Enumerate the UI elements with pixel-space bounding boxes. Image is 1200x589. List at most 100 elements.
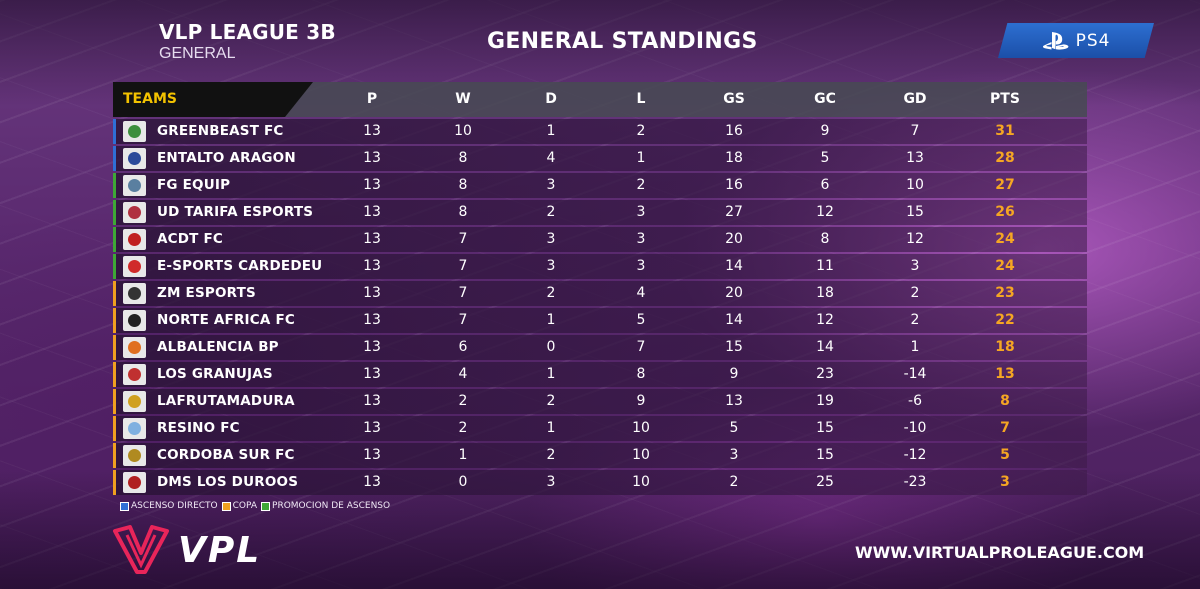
points-cell: 24: [995, 231, 1015, 247]
league-title: VLP LEAGUE 3B: [159, 20, 336, 44]
zone-indicator: [113, 389, 116, 414]
team-crest-icon: [123, 391, 146, 412]
table-row: ALBALENCIA BP 13 6 0 7 15 14 1 18: [113, 335, 1087, 360]
goals-conceded-cell: 19: [816, 393, 834, 409]
goals-conceded-cell: 18: [816, 285, 834, 301]
zone-indicator: [113, 308, 116, 333]
legend-swatch: [261, 501, 271, 511]
points-cell: 28: [995, 150, 1015, 166]
points-cell: 31: [995, 123, 1015, 139]
goal-difference-cell: -23: [903, 474, 927, 490]
goals-scored-cell: 14: [725, 312, 743, 328]
won-cell: 6: [458, 339, 468, 355]
goals-scored-cell: 13: [725, 393, 743, 409]
team-name: ZM ESPORTS: [157, 285, 256, 301]
goals-scored-cell: 18: [725, 150, 743, 166]
goal-difference-cell: -10: [903, 420, 927, 436]
zone-indicator: [113, 227, 116, 252]
goals-conceded-cell: 15: [816, 420, 834, 436]
legend-item-ascenso: ASCENSO DIRECTO: [120, 501, 218, 511]
drawn-cell: 2: [546, 204, 556, 220]
won-cell: 2: [458, 420, 468, 436]
lost-cell: 9: [636, 393, 646, 409]
points-cell: 18: [995, 339, 1015, 355]
won-cell: 10: [454, 123, 472, 139]
zone-indicator: [113, 443, 116, 468]
team-crest-icon: [123, 202, 146, 223]
goals-conceded-cell: 5: [820, 150, 830, 166]
won-cell: 7: [458, 258, 468, 274]
played-cell: 13: [363, 393, 381, 409]
column-header-goals-scored: GS: [723, 91, 745, 107]
goal-difference-cell: 13: [906, 150, 924, 166]
goals-scored-cell: 5: [729, 420, 739, 436]
column-header-teams: TEAMS: [113, 82, 313, 117]
playstation-icon: [1042, 31, 1069, 50]
team-crest-icon: [123, 364, 146, 385]
drawn-cell: 2: [546, 285, 556, 301]
played-cell: 13: [363, 366, 381, 382]
drawn-cell: 4: [546, 150, 556, 166]
standings-table: TEAMS P W D L GS GC GD PTS GREENBEAST FC…: [113, 82, 1087, 495]
goals-conceded-cell: 8: [820, 231, 830, 247]
legend-label: COPA: [232, 501, 258, 511]
goals-scored-cell: 3: [729, 447, 739, 463]
played-cell: 13: [363, 177, 381, 193]
played-cell: 13: [363, 420, 381, 436]
team-crest-icon: [123, 445, 146, 466]
column-header-lost: L: [636, 91, 646, 107]
drawn-cell: 1: [546, 312, 556, 328]
won-cell: 4: [458, 366, 468, 382]
zone-indicator: [113, 470, 116, 495]
lost-cell: 5: [636, 312, 646, 328]
points-cell: 27: [995, 177, 1015, 193]
points-cell: 8: [1000, 393, 1010, 409]
drawn-cell: 2: [546, 393, 556, 409]
team-crest-icon: [123, 337, 146, 358]
drawn-cell: 3: [546, 474, 556, 490]
team-name: GREENBEAST FC: [157, 123, 284, 139]
points-cell: 7: [1000, 420, 1010, 436]
table-body: GREENBEAST FC 13 10 1 2 16 9 7 31 ENTALTO ARAGON 1…: [113, 119, 1087, 495]
team-name: UD TARIFA ESPORTS: [157, 204, 314, 220]
legend-label: ASCENSO DIRECTO: [131, 501, 218, 511]
team-name: LAFRUTAMADURA: [157, 393, 295, 409]
goal-difference-cell: 1: [910, 339, 920, 355]
column-header-goal-difference: GD: [903, 91, 927, 107]
column-header-goals-conceded: GC: [814, 91, 836, 107]
lost-cell: 10: [632, 447, 650, 463]
drawn-cell: 2: [546, 447, 556, 463]
points-cell: 24: [995, 258, 1015, 274]
team-crest-icon: [123, 121, 146, 142]
points-cell: 22: [995, 312, 1015, 328]
zone-indicator: [113, 119, 116, 144]
drawn-cell: 1: [546, 366, 556, 382]
team-crest-icon: [123, 283, 146, 304]
page-title: GENERAL STANDINGS: [487, 29, 758, 54]
table-row: DMS LOS DUROOS 13 0 3 10 2 25 -23 3: [113, 470, 1087, 495]
goal-difference-cell: 2: [910, 285, 920, 301]
goals-conceded-cell: 14: [816, 339, 834, 355]
goals-scored-cell: 16: [725, 123, 743, 139]
goal-difference-cell: 10: [906, 177, 924, 193]
goals-scored-cell: 16: [725, 177, 743, 193]
lost-cell: 7: [636, 339, 646, 355]
team-crest-icon: [123, 472, 146, 493]
team-name: CORDOBA SUR FC: [157, 447, 295, 463]
team-crest-icon: [123, 175, 146, 196]
league-subtitle: GENERAL: [159, 45, 236, 62]
goals-conceded-cell: 12: [816, 312, 834, 328]
table-row: RESINO FC 13 2 1 10 5 15 -10 7: [113, 416, 1087, 441]
points-cell: 23: [995, 285, 1015, 301]
vpl-logo-icon: [113, 525, 169, 574]
goals-conceded-cell: 12: [816, 204, 834, 220]
goal-difference-cell: -12: [903, 447, 927, 463]
team-name: DMS LOS DUROOS: [157, 474, 299, 490]
points-cell: 13: [995, 366, 1015, 382]
team-name: RESINO FC: [157, 420, 240, 436]
goals-conceded-cell: 9: [820, 123, 830, 139]
table-row: CORDOBA SUR FC 13 1 2 10 3 15 -12 5: [113, 443, 1087, 468]
table-header: TEAMS P W D L GS GC GD PTS: [113, 82, 1087, 117]
drawn-cell: 3: [546, 177, 556, 193]
played-cell: 13: [363, 150, 381, 166]
